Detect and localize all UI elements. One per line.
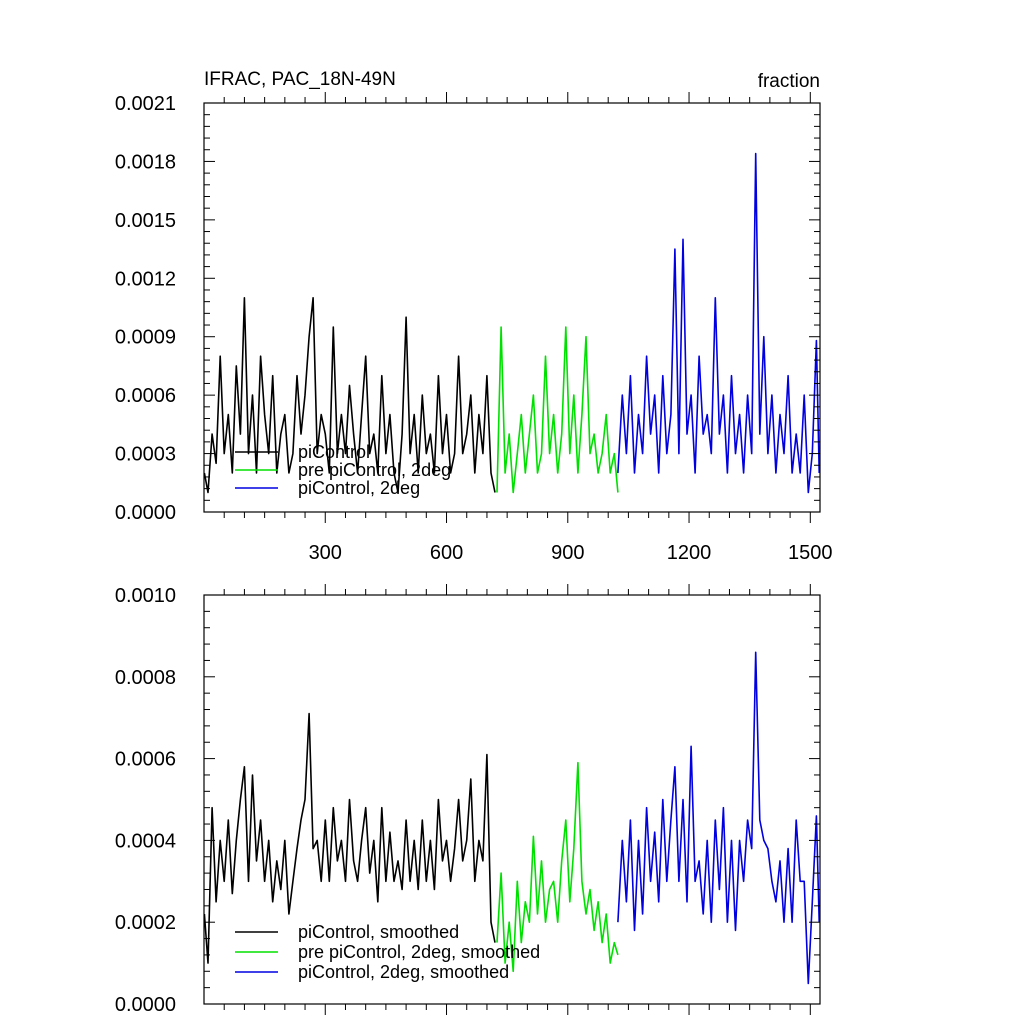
legend-label: pre piControl, 2deg bbox=[298, 460, 451, 480]
legend-label: pre piControl, 2deg, smoothed bbox=[298, 942, 540, 962]
series-line-0-0 bbox=[203, 297, 496, 494]
x-tick-label: 1200 bbox=[667, 542, 712, 564]
x-tick-label: 900 bbox=[551, 542, 584, 564]
legend-label: piControl, 2deg, smoothed bbox=[298, 962, 509, 982]
series-line-1-1 bbox=[496, 761, 619, 973]
y-tick-label: 0.0000 bbox=[115, 502, 176, 524]
series-line-0-2 bbox=[617, 152, 820, 494]
x-tick-label: 600 bbox=[430, 542, 463, 564]
y-tick-label: 0.0012 bbox=[115, 268, 176, 290]
y-tick-label: 0.0004 bbox=[115, 830, 176, 852]
series-line-1-0 bbox=[203, 712, 496, 964]
y-tick-label: 0.0002 bbox=[115, 912, 176, 934]
panel-bottom: 0.0000 0.0002 0.0004 0.0006 0.0008 0.0010 piCo… bbox=[115, 584, 821, 1016]
legend-label: piControl, smoothed bbox=[298, 922, 459, 942]
x-tick-label: 300 bbox=[309, 542, 342, 564]
legend-label: piControl, 2deg bbox=[298, 478, 420, 498]
y-tick-label: 0.0015 bbox=[115, 210, 176, 232]
panel-top-units: fraction bbox=[758, 71, 820, 92]
y-tick-label: 0.0008 bbox=[115, 667, 176, 689]
y-tick-label: 0.0006 bbox=[115, 385, 176, 407]
plot-frame bbox=[203, 594, 821, 1005]
y-tick-label: 0.0018 bbox=[115, 151, 176, 173]
x-tick-label: 1500 bbox=[788, 542, 833, 564]
plot-frame bbox=[203, 102, 821, 513]
panel-top: IFRAC, PAC_18N-49N fraction 0.0000 0.0003… bbox=[115, 69, 833, 564]
y-tick-label: 0.0021 bbox=[115, 93, 176, 115]
series-line-1-2 bbox=[617, 651, 820, 985]
y-tick-label: 0.0003 bbox=[115, 444, 176, 466]
y-tick-label: 0.0000 bbox=[115, 994, 176, 1016]
legend-label: piControl bbox=[298, 442, 370, 462]
y-tick-label: 0.0006 bbox=[115, 749, 176, 771]
y-tick-label: 0.0010 bbox=[115, 585, 176, 607]
panel-top-title: IFRAC, PAC_18N-49N bbox=[204, 69, 396, 90]
y-tick-label: 0.0009 bbox=[115, 327, 176, 349]
series-line-0-1 bbox=[496, 326, 619, 494]
